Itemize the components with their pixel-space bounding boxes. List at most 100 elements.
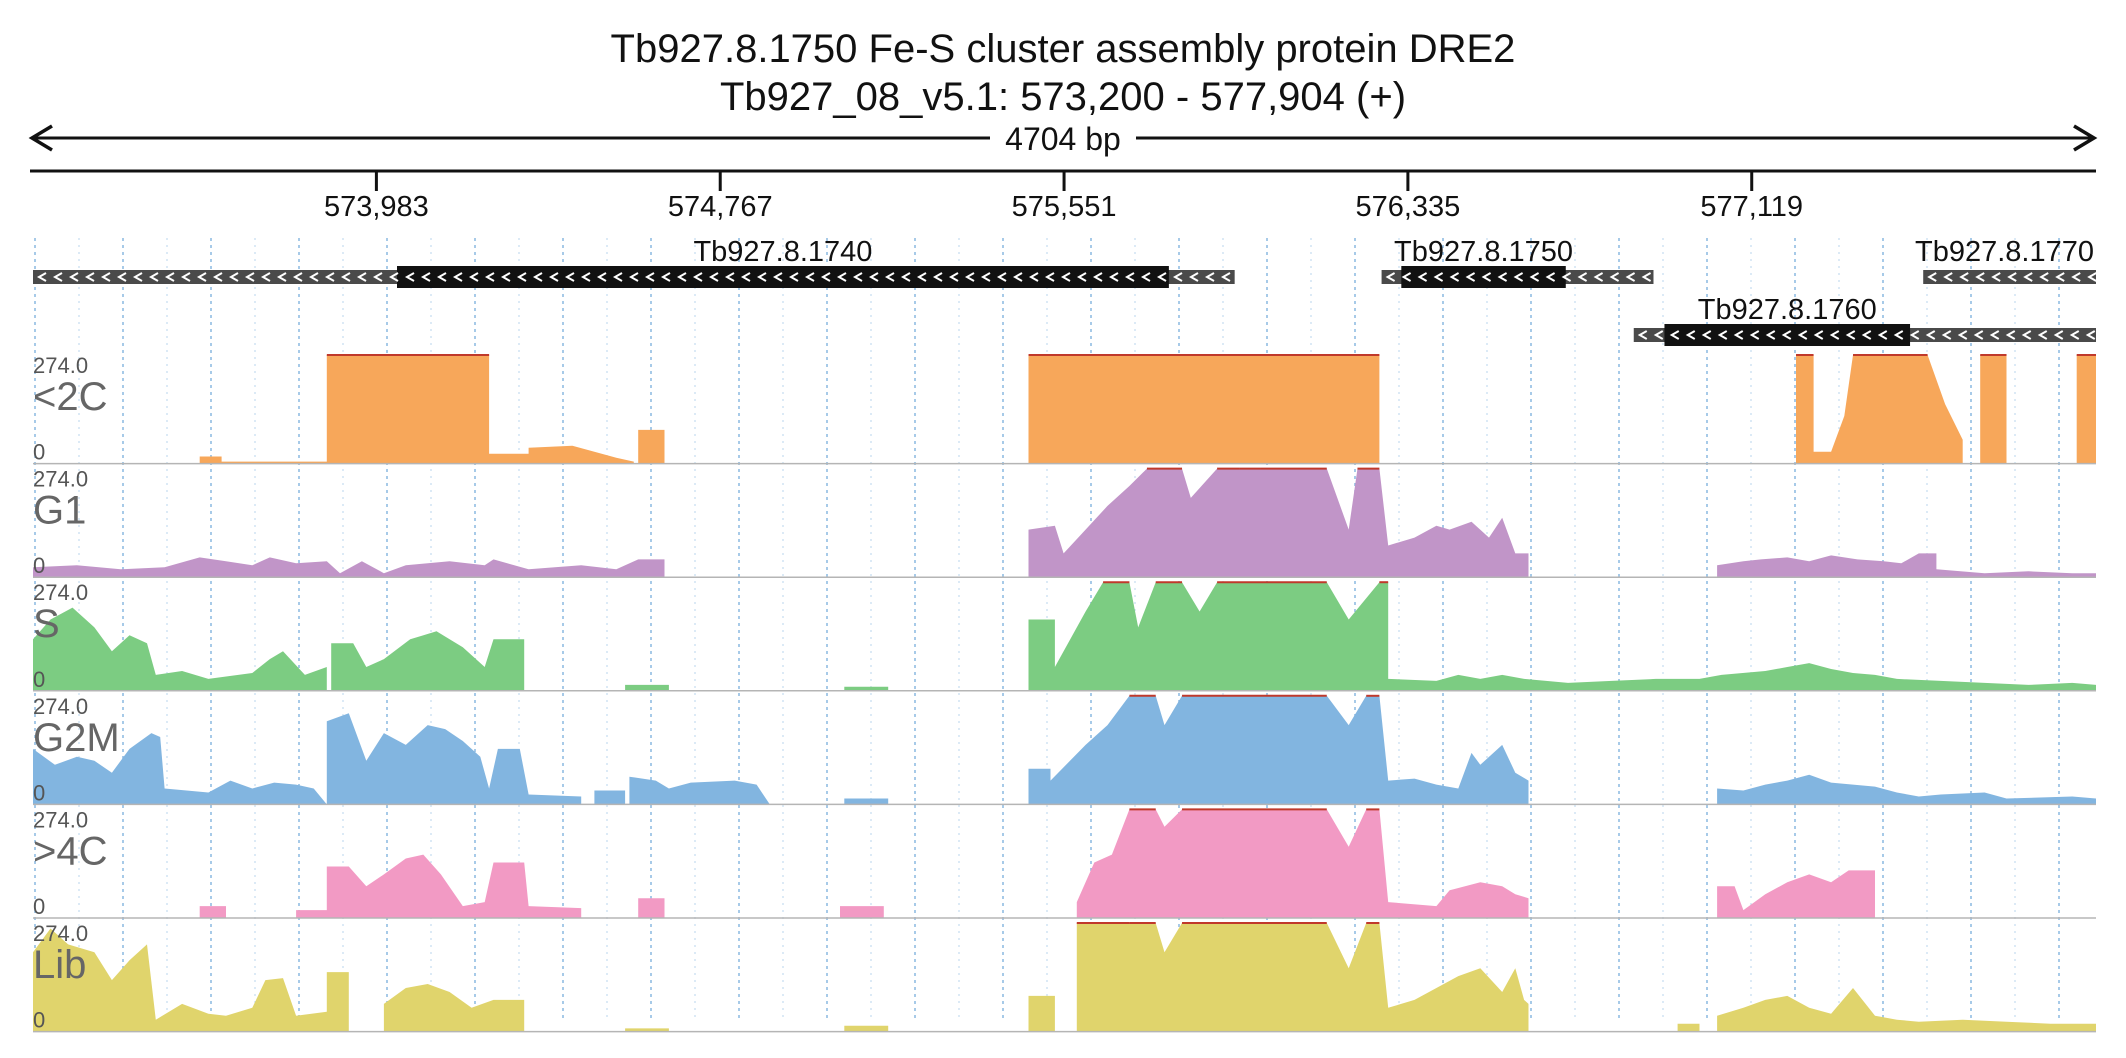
strand-arrow-icon bbox=[2021, 330, 2032, 340]
strand-arrow-icon bbox=[1861, 330, 1872, 340]
strand-arrow-icon bbox=[516, 272, 527, 282]
track-max-label: 274.0 bbox=[33, 353, 88, 378]
strand-arrow-icon bbox=[1433, 272, 1444, 282]
strand-arrow-icon bbox=[548, 272, 559, 282]
strand-arrow-icon bbox=[484, 272, 495, 282]
strand-arrow-icon bbox=[1124, 272, 1135, 282]
track-4: 274.0 0 >4C bbox=[33, 807, 2096, 919]
strand-arrow-icon bbox=[644, 272, 655, 282]
strand-arrow-icon bbox=[564, 272, 575, 282]
strand-arrow-icon bbox=[1925, 330, 1936, 340]
strand-arrow-icon bbox=[1417, 272, 1428, 282]
strand-arrow-icon bbox=[676, 272, 687, 282]
strand-arrow-icon bbox=[2005, 330, 2016, 340]
strand-arrow-icon bbox=[2069, 330, 2080, 340]
strand-arrow-icon bbox=[948, 272, 959, 282]
strand-arrow-icon bbox=[388, 272, 399, 282]
strand-arrow-icon bbox=[1701, 330, 1712, 340]
strand-arrow-icon bbox=[2037, 330, 2048, 340]
gene-label: Tb927.8.1770 bbox=[1915, 236, 2094, 268]
track-max-label: 274.0 bbox=[33, 807, 88, 832]
strand-arrow-icon bbox=[1717, 330, 1728, 340]
span-label: 4704 bp bbox=[1005, 121, 1121, 157]
strand-arrow-icon bbox=[1449, 272, 1460, 282]
strand-arrow-icon bbox=[2055, 272, 2065, 282]
strand-arrow-icon bbox=[1991, 272, 2001, 282]
track-min-label: 0 bbox=[33, 440, 45, 465]
strand-arrow-icon bbox=[164, 272, 175, 282]
x-axis: 573,983 574,767 575,551 576,335 577,119 bbox=[30, 169, 2096, 223]
strand-arrow-icon bbox=[804, 272, 815, 282]
strand-arrow-icon bbox=[1669, 330, 1680, 340]
strand-arrow-icon bbox=[1156, 272, 1167, 282]
strand-arrow-icon bbox=[1797, 330, 1808, 340]
gene-model: Tb927.8.1770 bbox=[1915, 236, 2097, 284]
strand-arrow-icon bbox=[1529, 272, 1540, 282]
track-name: G2M bbox=[33, 716, 120, 760]
strand-arrow-icon bbox=[2087, 272, 2097, 282]
strand-arrow-icon bbox=[84, 272, 95, 282]
strand-arrow-icon bbox=[1909, 330, 1920, 340]
coverage-area bbox=[33, 355, 2096, 464]
strand-arrow-icon bbox=[628, 272, 639, 282]
strand-arrow-icon bbox=[276, 272, 287, 282]
strand-arrow-icon bbox=[1593, 272, 1604, 282]
strand-arrow-icon bbox=[36, 272, 47, 282]
strand-arrow-icon bbox=[260, 272, 271, 282]
strand-arrow-icon bbox=[100, 272, 111, 282]
strand-arrow-icon bbox=[1188, 272, 1199, 282]
track-name: S bbox=[33, 602, 60, 646]
gene-model: Tb927.8.1760 bbox=[1633, 294, 2096, 346]
strand-arrow-icon bbox=[1220, 272, 1231, 282]
strand-arrow-icon bbox=[68, 272, 79, 282]
track-min-label: 0 bbox=[33, 667, 45, 692]
strand-arrow-icon bbox=[1653, 330, 1664, 340]
strand-arrow-icon bbox=[1497, 272, 1508, 282]
strand-arrow-icon bbox=[1957, 330, 1968, 340]
strand-arrow-icon bbox=[1545, 272, 1556, 282]
strand-arrow-icon bbox=[1561, 272, 1572, 282]
strand-arrow-icon bbox=[1749, 330, 1760, 340]
gene-label: Tb927.8.1740 bbox=[693, 236, 872, 268]
gene-model: Tb927.8.1740 bbox=[33, 236, 1235, 288]
strand-arrow-icon bbox=[2085, 330, 2096, 340]
strand-arrow-icon bbox=[1204, 272, 1215, 282]
track-min-label: 0 bbox=[33, 553, 45, 578]
strand-arrow-icon bbox=[436, 272, 447, 282]
track-min-label: 0 bbox=[33, 1008, 45, 1033]
track-3: 274.0 0 G2M bbox=[33, 694, 2096, 805]
x-tick-label: 576,335 bbox=[1355, 191, 1460, 223]
strand-arrow-icon bbox=[916, 272, 927, 282]
strand-arrow-icon bbox=[980, 272, 991, 282]
strand-arrow-icon bbox=[964, 272, 975, 282]
strand-arrow-icon bbox=[1513, 272, 1524, 282]
strand-arrow-icon bbox=[132, 272, 143, 282]
strand-arrow-icon bbox=[404, 272, 415, 282]
strand-arrow-icon bbox=[196, 272, 207, 282]
strand-arrow-icon bbox=[148, 272, 159, 282]
track-min-label: 0 bbox=[33, 894, 45, 919]
strand-arrow-icon bbox=[1108, 272, 1119, 282]
x-tick-label: 577,119 bbox=[1700, 191, 1803, 223]
strand-arrow-icon bbox=[356, 272, 367, 282]
strand-arrow-icon bbox=[500, 272, 511, 282]
strand-arrow-icon bbox=[292, 272, 303, 282]
strand-arrow-icon bbox=[116, 272, 127, 282]
strand-arrow-icon bbox=[1943, 272, 1953, 282]
strand-arrow-icon bbox=[1973, 330, 1984, 340]
gene-label: Tb927.8.1750 bbox=[1394, 236, 1573, 268]
strand-arrow-icon bbox=[836, 272, 847, 282]
strand-arrow-icon bbox=[1092, 272, 1103, 282]
coverage-area bbox=[33, 809, 2096, 918]
strand-arrow-icon bbox=[1028, 272, 1039, 282]
strand-arrow-icon bbox=[756, 272, 767, 282]
strand-arrow-icon bbox=[1577, 272, 1588, 282]
strand-arrow-icon bbox=[1893, 330, 1904, 340]
strand-arrow-icon bbox=[1877, 330, 1888, 340]
track-max-label: 274.0 bbox=[33, 580, 88, 605]
strand-arrow-icon bbox=[1060, 272, 1071, 282]
span-arrow-right-icon bbox=[2073, 124, 2098, 152]
track-min-label: 0 bbox=[33, 780, 45, 805]
